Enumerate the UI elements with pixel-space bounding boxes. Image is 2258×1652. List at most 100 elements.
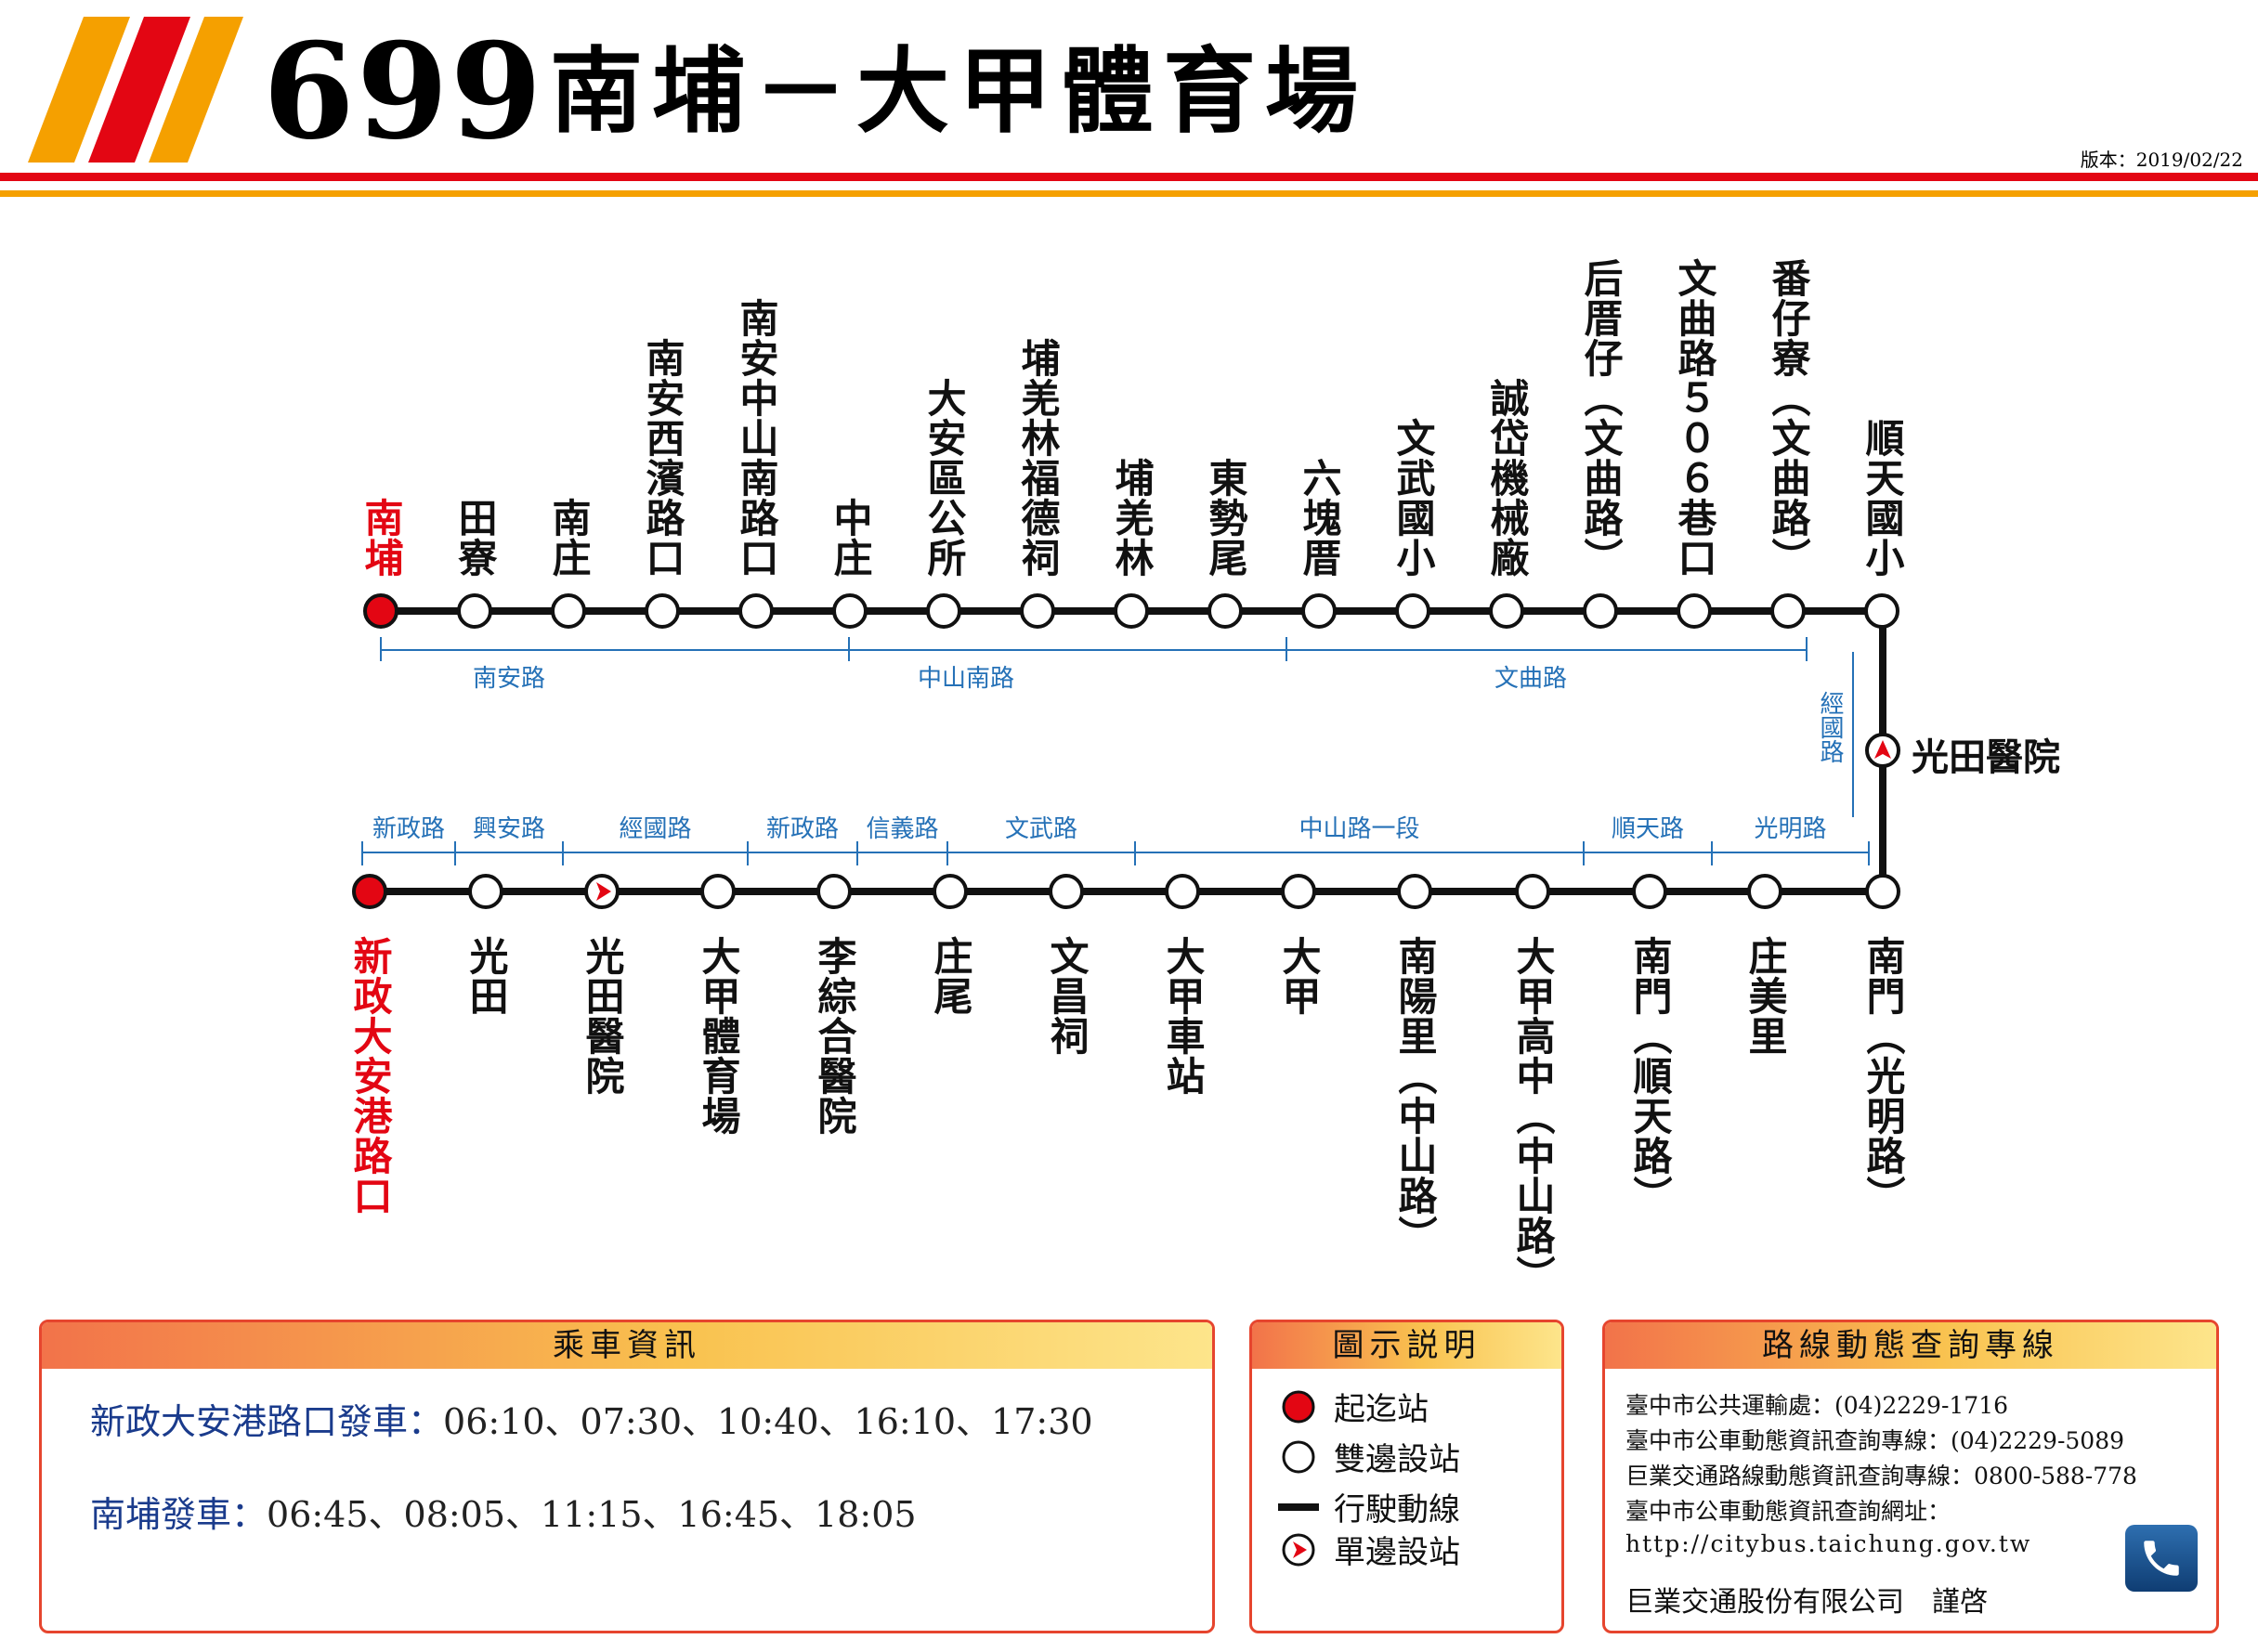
stop-bottom-11 <box>1632 874 1667 909</box>
station-label-top-4: 南安中山南路口 <box>734 298 779 578</box>
station-label-top-0: 南埔 <box>359 498 404 578</box>
station-label-top-2: 南庄 <box>546 498 592 578</box>
road-brackets <box>361 637 1870 865</box>
stop-top-10 <box>1301 593 1337 629</box>
stop-top-2 <box>551 593 586 629</box>
schedule-row-2: 南埔發車：06:45、08:05、11:15、16:45、18:05 <box>90 1486 917 1537</box>
station-label-top-10: 六塊厝 <box>1297 458 1342 578</box>
stop-bottom-10 <box>1515 874 1550 909</box>
company-signature: 巨業交通股份有限公司 謹啓 <box>1625 1586 1988 1619</box>
road-label-bottom-2: 經國路 <box>619 815 692 843</box>
road-label-bottom-4: 信義路 <box>866 815 939 843</box>
stop-bottom-1 <box>468 874 503 909</box>
stop-top-13 <box>1583 593 1618 629</box>
station-label-top-5: 中庄 <box>828 498 873 578</box>
station-label-bottom-6: 文昌祠 <box>1044 936 1090 1056</box>
stop-bottom-6 <box>1049 874 1084 909</box>
road-label-side: 經國路 <box>1816 691 1844 763</box>
stop-top-14 <box>1677 593 1712 629</box>
road-label-bottom-5: 文武路 <box>1004 815 1078 843</box>
station-label-bottom-11: 南門（順天路） <box>1627 936 1673 1216</box>
station-label-bottom-9: 南陽里（中山路） <box>1392 936 1438 1255</box>
station-label-top-13: 后厝仔（文曲路） <box>1578 258 1624 578</box>
station-label-bottom-7: 大甲車站 <box>1160 936 1206 1096</box>
station-label-top-16: 順天國小 <box>1860 418 1905 578</box>
legend-label-one-way: 單邊設站 <box>1334 1534 1460 1571</box>
station-label-top-11: 文武國小 <box>1390 418 1436 578</box>
stop-top-8 <box>1114 593 1149 629</box>
station-label-top-14: 文曲路５０６巷口 <box>1672 258 1717 578</box>
station-label-top-8: 埔羌林 <box>1109 458 1155 578</box>
stop-markers <box>352 593 1900 909</box>
contact-line-3: 巨業交通路線動態資訊查詢專線：0800-588-778 <box>1625 1463 2137 1489</box>
logo-stripe-orange <box>28 17 130 163</box>
stop-top-7 <box>1020 593 1055 629</box>
schedule-row-1: 新政大安港路口發車：06:10、07:30、10:40、16:10、17:30 <box>90 1393 1093 1444</box>
station-label-top-12: 誠岱機械廠 <box>1484 378 1530 578</box>
station-label-top-7: 埔羌林福德祠 <box>1015 338 1061 578</box>
station-label-top-1: 田寮 <box>452 498 498 578</box>
stop-side-0-arrow <box>1874 740 1891 759</box>
stop-top-0 <box>363 593 398 629</box>
stop-bottom-3 <box>700 874 736 909</box>
station-label-top-3: 南安西濱路口 <box>640 338 685 578</box>
stop-bottom-2-arrow <box>596 882 611 901</box>
stop-top-6 <box>926 593 961 629</box>
station-label-bottom-10: 大甲高中（中山路） <box>1510 936 1556 1295</box>
stop-top-3 <box>645 593 680 629</box>
logo-stripe-orange-2 <box>149 17 243 163</box>
contact-panel-title: 路線動態查詢專線 <box>1605 1322 2216 1369</box>
station-label-side: 光田醫院 <box>1912 736 2060 779</box>
route-name: 南埔－大甲體育場 <box>550 36 1367 146</box>
route-line-icon <box>1278 1489 1319 1526</box>
route-line <box>370 607 1886 895</box>
road-label-top-1: 中山南路 <box>917 665 1015 693</box>
legend-item-two-way: 雙邊設站 <box>1278 1434 1460 1479</box>
stop-top-9 <box>1207 593 1243 629</box>
stop-top-5 <box>832 593 868 629</box>
legend-item-route-line: 行駛動線 <box>1278 1484 1460 1529</box>
phone-icon[interactable] <box>2125 1525 2198 1592</box>
logo-stripe-red <box>88 17 190 163</box>
legend-panel: 圖示説明 起迄站 雙邊設站 行駛動線 單邊設站 <box>1249 1320 1564 1633</box>
contact-line-2: 臺中市公車動態資訊查詢專線：(04)2229-5089 <box>1625 1427 2125 1454</box>
stop-top-12 <box>1489 593 1524 629</box>
road-label-bottom-3: 新政路 <box>765 815 840 843</box>
contact-panel: 路線動態查詢專線 臺中市公共運輸處：(04)2229-1716 臺中市公車動態資… <box>1602 1320 2219 1633</box>
station-label-bottom-13: 南門（光明路） <box>1860 936 1906 1216</box>
station-label-top-15: 番仔寮（文曲路） <box>1766 258 1811 578</box>
version-label: 版本：2019/02/22 <box>2080 149 2243 171</box>
road-label-bottom-1: 興安路 <box>472 815 546 843</box>
two-way-stop-icon <box>1278 1438 1319 1476</box>
one-way-stop-icon <box>1278 1531 1319 1568</box>
station-label-bottom-12: 庄美里 <box>1742 936 1788 1056</box>
station-label-bottom-0: 新政大安港路口 <box>347 936 393 1216</box>
road-label-top-2: 文曲路 <box>1494 665 1568 693</box>
terminal-stop-icon <box>1278 1388 1319 1425</box>
stop-bottom-4 <box>816 874 852 909</box>
header-graphic <box>0 17 2258 197</box>
station-label-top-9: 東勢尾 <box>1203 458 1248 578</box>
legend-label-route-line: 行駛動線 <box>1334 1491 1460 1528</box>
station-label-top-6: 大安區公所 <box>921 378 967 578</box>
legend-label-two-way: 雙邊設站 <box>1334 1441 1460 1478</box>
stop-top-11 <box>1395 593 1430 629</box>
station-label-bottom-4: 李綜合醫院 <box>812 936 857 1136</box>
schedule-times-1: 06:10、07:30、10:40、16:10、17:30 <box>443 1401 1093 1442</box>
legend-panel-title: 圖示説明 <box>1252 1322 1561 1369</box>
station-label-bottom-5: 庄尾 <box>928 936 973 1016</box>
stop-top-4 <box>738 593 774 629</box>
station-label-bottom-1: 光田 <box>463 936 509 1016</box>
legend-label-terminal: 起迄站 <box>1334 1391 1429 1428</box>
stop-top-15 <box>1770 593 1806 629</box>
contact-url[interactable]: http://citybus.taichung.gov.tw <box>1625 1530 2032 1557</box>
stop-bottom-7 <box>1165 874 1200 909</box>
schedule-label-2: 南埔發車： <box>90 1494 268 1535</box>
stop-top-1 <box>457 593 492 629</box>
stop-bottom-0 <box>352 874 387 909</box>
schedule-label-1: 新政大安港路口發車： <box>90 1401 444 1442</box>
legend-item-one-way: 單邊設站 <box>1278 1527 1460 1572</box>
header-rule-red <box>0 173 2258 181</box>
road-label-bottom-7: 順天路 <box>1611 815 1685 843</box>
road-label-top-0: 南安路 <box>472 665 546 693</box>
